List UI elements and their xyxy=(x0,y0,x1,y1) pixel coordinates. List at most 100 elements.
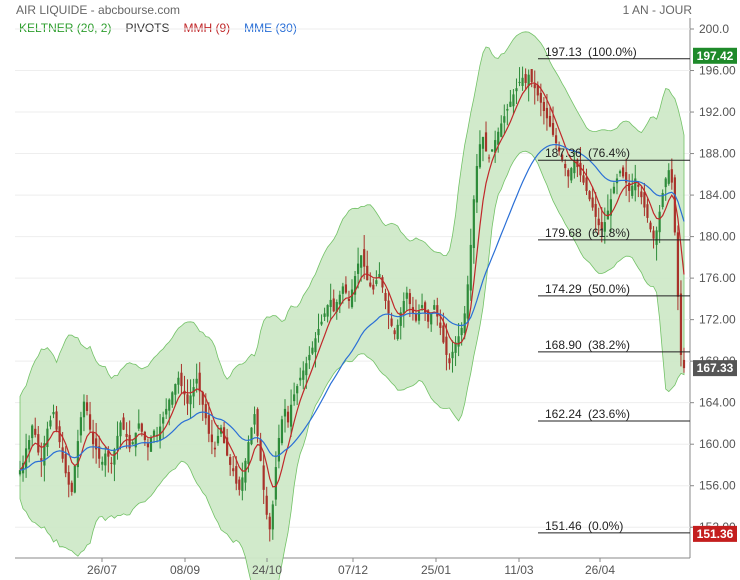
legend-mmh[interactable]: MMH (9) xyxy=(183,21,231,35)
candle-body xyxy=(463,313,466,334)
x-tick-label: 24/10 xyxy=(252,563,282,577)
candle-body xyxy=(88,414,92,430)
candle-body xyxy=(67,471,70,485)
candle-body xyxy=(500,123,503,137)
candle-body xyxy=(338,294,341,305)
candle-body xyxy=(274,467,277,500)
x-tick-label: 11/03 xyxy=(504,563,533,577)
candle-body xyxy=(661,193,664,208)
y-tick-label: 164.00 xyxy=(699,396,736,410)
candle-body xyxy=(414,313,418,321)
candle-body xyxy=(582,175,585,183)
x-tick-label: 26/07 xyxy=(87,563,117,577)
candle-body xyxy=(570,168,573,181)
candle-body xyxy=(512,94,515,107)
candle-body xyxy=(439,322,442,328)
candle-body xyxy=(646,204,649,218)
candle-body xyxy=(250,427,253,445)
candle-body xyxy=(600,222,603,231)
candle-body xyxy=(503,116,506,123)
candle-body xyxy=(530,69,533,82)
candle-body xyxy=(475,166,478,203)
candle-body xyxy=(545,107,549,119)
legend-keltner[interactable]: KELTNER (20, 2) xyxy=(19,21,112,35)
legend-pivots[interactable]: PIVOTS xyxy=(125,21,170,35)
candle-body xyxy=(201,392,204,405)
y-tick-label: 160.00 xyxy=(699,437,736,451)
candle-body xyxy=(326,305,329,317)
chart-period[interactable]: 1 AN - JOUR xyxy=(622,3,692,17)
candle-body xyxy=(618,171,622,174)
candle-body xyxy=(335,301,338,312)
candle-body xyxy=(265,495,268,515)
candle-body xyxy=(280,419,284,444)
candle-body xyxy=(384,292,387,301)
candle-body xyxy=(469,244,472,291)
candle-body xyxy=(631,185,634,196)
candle-body xyxy=(551,122,555,135)
legend-mme[interactable]: MME (30) xyxy=(244,21,297,35)
candle-body xyxy=(494,140,497,153)
candle-body xyxy=(451,351,454,359)
candle-body xyxy=(171,392,174,405)
candle-body xyxy=(165,408,168,415)
candle-body xyxy=(64,453,67,474)
y-tick-label: 176.00 xyxy=(699,271,736,285)
price-badge-bg xyxy=(693,360,737,377)
price-badge-bg xyxy=(693,47,737,64)
candle-body xyxy=(350,289,354,308)
candle-body xyxy=(174,383,177,395)
price-badge-bg xyxy=(693,525,737,542)
candle-body xyxy=(101,461,104,465)
candle-body xyxy=(353,276,357,295)
candle-body xyxy=(241,477,244,491)
candle-body xyxy=(670,169,673,183)
candle-body xyxy=(634,178,637,191)
candle-body xyxy=(317,328,320,336)
candle-body xyxy=(61,447,64,459)
candle-body xyxy=(356,263,360,274)
candle-body xyxy=(235,466,238,484)
fib-pct-label: (100.0%) xyxy=(588,45,637,59)
candle-body xyxy=(369,282,372,287)
candle-body xyxy=(79,417,83,436)
candle-body xyxy=(314,338,317,353)
candle-body xyxy=(390,318,393,326)
candle-body xyxy=(472,199,475,249)
candle-body xyxy=(424,302,427,314)
candle-body xyxy=(515,88,518,92)
candle-body xyxy=(204,404,207,419)
candle-body xyxy=(372,284,375,290)
candle-body xyxy=(131,442,134,445)
fib-pct-label: (50.0%) xyxy=(588,282,630,296)
candle-body xyxy=(445,336,448,355)
candle-body xyxy=(73,465,76,493)
candle-body xyxy=(305,363,308,376)
y-tick-label: 184.00 xyxy=(699,188,736,202)
candle-body xyxy=(277,437,280,462)
price-badge-low: 151.36 xyxy=(693,525,737,542)
candle-body xyxy=(110,462,113,464)
candle-body xyxy=(95,438,98,450)
candle-body xyxy=(378,273,381,278)
candle-body xyxy=(107,450,110,457)
candle-body xyxy=(387,300,390,314)
candle-body xyxy=(564,163,567,169)
candle-body xyxy=(381,277,384,288)
candle-body xyxy=(436,305,439,317)
candle-body xyxy=(34,428,37,435)
candle-body xyxy=(405,292,408,299)
candle-body xyxy=(207,415,210,434)
candle-body xyxy=(18,470,22,475)
candle-body xyxy=(268,516,271,530)
candle-body xyxy=(293,394,296,402)
fib-price-label: 197.13 xyxy=(545,45,582,59)
candle-body xyxy=(332,298,335,312)
candle-body xyxy=(128,434,131,449)
candle-body xyxy=(210,434,213,443)
candle-body xyxy=(655,230,658,245)
candle-body xyxy=(104,453,107,466)
candle-body xyxy=(308,354,311,361)
candle-body xyxy=(487,157,491,159)
